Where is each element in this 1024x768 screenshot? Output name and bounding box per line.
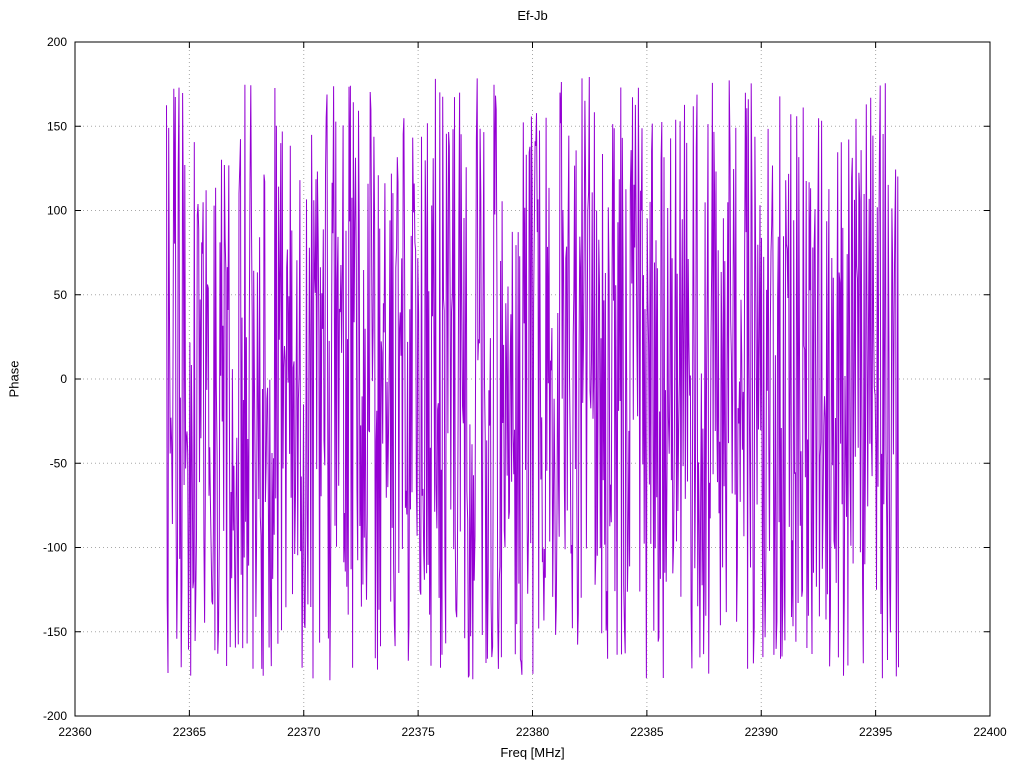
x-tick-label: 22395 — [859, 725, 893, 739]
x-tick-label: 22375 — [401, 725, 435, 739]
x-tick-label: 22365 — [173, 725, 207, 739]
y-tick-label: 200 — [47, 35, 67, 49]
y-tick-label: 150 — [47, 119, 67, 133]
x-axis-label: Freq [MHz] — [500, 745, 565, 760]
y-tick-label: 50 — [54, 288, 68, 302]
y-tick-label: 0 — [60, 372, 67, 386]
x-tick-label: 22400 — [973, 725, 1007, 739]
y-tick-label: -50 — [50, 456, 68, 470]
y-tick-label: 100 — [47, 204, 67, 218]
series-line — [166, 76, 899, 681]
chart-title: Ef-Jb — [517, 8, 548, 23]
x-tick-label: 22380 — [516, 725, 550, 739]
x-tick-label: 22385 — [630, 725, 664, 739]
x-tick-label: 22370 — [287, 725, 321, 739]
y-tick-label: -100 — [43, 541, 67, 555]
y-tick-label: -150 — [43, 625, 67, 639]
y-tick-label: -200 — [43, 709, 67, 723]
x-tick-label: 22360 — [58, 725, 92, 739]
x-tick-label: 22390 — [745, 725, 779, 739]
plot-border — [74, 41, 991, 717]
